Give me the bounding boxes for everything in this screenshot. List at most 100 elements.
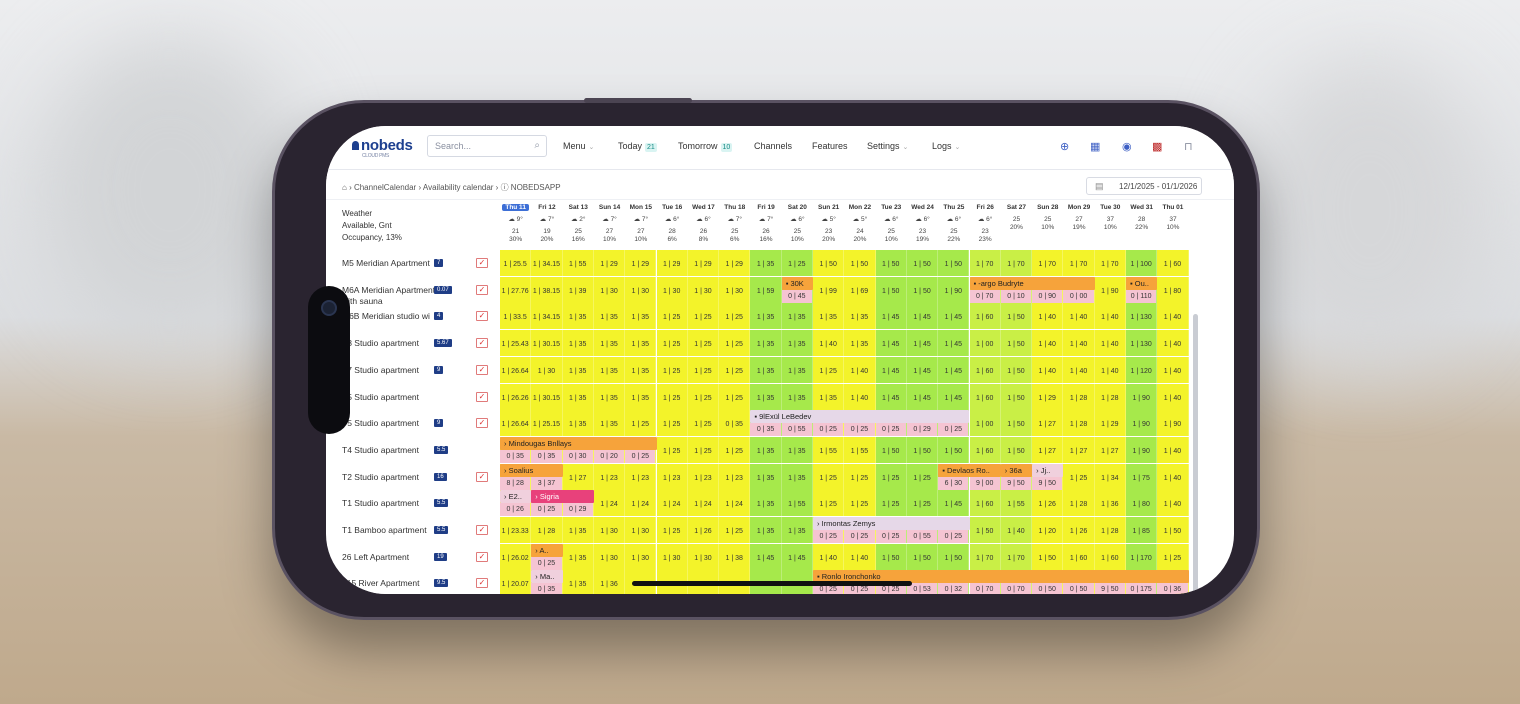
price-cell[interactable]: 1 | 25 <box>656 356 688 383</box>
price-cell[interactable]: 1 | 38 <box>719 543 751 570</box>
sync-checkbox[interactable]: ✓ <box>476 578 488 589</box>
price-cell[interactable]: 1 | 26 <box>1063 517 1095 543</box>
price-cell[interactable]: 1 | 28 <box>1094 383 1126 410</box>
price-cell[interactable]: 1 | 40 <box>1157 463 1189 490</box>
price-cell[interactable]: 1 | 23 <box>593 463 626 490</box>
price-cell[interactable]: 1 | 90 <box>1126 410 1158 437</box>
booking-bar[interactable]: › A.. <box>531 543 563 557</box>
price-cell[interactable]: 1 | 25 <box>656 383 688 410</box>
price-cell[interactable]: 1 | 25 <box>656 330 688 357</box>
price-cell[interactable]: 1 | 25 <box>719 356 751 383</box>
price-cell[interactable]: 1 | 25 <box>687 356 720 383</box>
price-cell[interactable]: 1 | 45 <box>906 330 939 357</box>
price-cell[interactable]: 1 | 25 <box>656 303 688 330</box>
price-cell[interactable]: 1 | 40 <box>1032 356 1064 383</box>
price-cell[interactable]: 1 | 40 <box>1032 303 1064 330</box>
flag-icon[interactable]: ▩ <box>1152 141 1163 153</box>
price-cell[interactable]: 1 | 40 <box>1157 490 1189 517</box>
price-cell[interactable]: 1 | 23 <box>656 463 688 490</box>
price-cell[interactable]: 1 | 50 <box>906 543 939 570</box>
booking-bar[interactable]: ▪ Ronlo Ironchonko <box>813 570 1189 584</box>
price-cell[interactable]: 1 | 50 <box>1000 436 1033 463</box>
booking-bar[interactable]: ▪ Devlaos Ro.. <box>938 463 1001 477</box>
price-cell[interactable]: 1 | 45 <box>938 490 970 517</box>
price-cell[interactable]: 1 | 35 <box>750 517 782 543</box>
crumb-channel-calendar[interactable]: ChannelCalendar <box>353 183 417 192</box>
price-cell[interactable]: 1 | 50 <box>875 436 907 463</box>
price-cell[interactable]: 1 | 90 <box>1126 436 1158 463</box>
price-cell[interactable]: 1 | 30 <box>625 517 657 543</box>
price-cell[interactable]: 1 | 60 <box>969 303 1001 330</box>
price-cell[interactable]: 1 | 35 <box>750 436 782 463</box>
price-cell[interactable]: 1 | 26 <box>1032 490 1064 517</box>
price-cell[interactable]: 1 | 35 <box>625 383 657 410</box>
price-cell[interactable]: 1 | 28 <box>1063 383 1095 410</box>
nav-logs[interactable]: Logs ⌄ <box>932 141 961 151</box>
price-cell[interactable]: 1 | 70 <box>1094 250 1126 276</box>
price-cell[interactable]: 1 | 27.76 <box>500 276 532 303</box>
calendar-user-icon[interactable]: ▦ <box>1090 141 1101 153</box>
price-cell[interactable]: 1 | 45 <box>875 383 907 410</box>
price-cell[interactable]: 1 | 35 <box>750 330 782 357</box>
sync-checkbox[interactable]: ✓ <box>476 338 488 349</box>
price-cell[interactable]: 1 | 29 <box>656 250 688 276</box>
price-cell[interactable]: 1 | 70 <box>1000 543 1033 570</box>
price-cell[interactable]: 1 | 70 <box>969 250 1001 276</box>
price-cell[interactable]: 1 | 35 <box>750 250 782 276</box>
price-cell[interactable]: 1 | 29 <box>719 250 751 276</box>
booking-bar[interactable]: › E2.. <box>500 490 532 504</box>
price-cell[interactable]: 1 | 28 <box>1063 490 1095 517</box>
price-cell[interactable]: 1 | 90 <box>1094 276 1126 303</box>
price-cell[interactable]: 1 | 45 <box>938 303 970 330</box>
price-cell[interactable]: 1 | 55 <box>1000 490 1033 517</box>
room-name[interactable]: 26 Left Apartment <box>342 551 410 562</box>
price-cell[interactable]: 1 | 20 <box>1032 517 1064 543</box>
price-cell[interactable]: 1 | 70 <box>1000 250 1033 276</box>
price-cell[interactable]: 1 | 35 <box>562 303 594 330</box>
price-cell[interactable]: 1 | 26 <box>687 517 720 543</box>
price-cell[interactable]: 1 | 50 <box>1157 517 1189 543</box>
price-cell[interactable]: 1 | 35 <box>625 330 657 357</box>
price-cell[interactable]: 1 | 25 <box>719 517 751 543</box>
price-cell[interactable]: 1 | 25 <box>781 250 813 276</box>
price-cell[interactable]: 1 | 45 <box>906 383 939 410</box>
price-cell[interactable]: 1 | 25 <box>813 356 845 383</box>
price-cell[interactable]: 1 | 55 <box>813 436 845 463</box>
room-name[interactable]: T8 Studio apartment <box>342 338 420 349</box>
price-cell[interactable]: 1 | 50 <box>844 250 876 276</box>
price-cell[interactable]: 1 | 50 <box>1000 410 1033 437</box>
price-cell[interactable]: 1 | 50 <box>813 250 845 276</box>
price-cell[interactable]: 1 | 60 <box>1063 543 1095 570</box>
price-cell[interactable]: 1 | 40 <box>1157 436 1189 463</box>
room-name[interactable]: M5 Meridian Apartment <box>342 258 430 268</box>
price-cell[interactable]: 1 | 35 <box>844 330 876 357</box>
crumb-availability[interactable]: Availability calendar <box>422 183 494 192</box>
price-cell[interactable]: 1 | 30 <box>625 543 657 570</box>
price-cell[interactable]: 1 | 29 <box>1094 410 1126 437</box>
booking-bar[interactable]: › Irmontas Zemys <box>813 517 970 530</box>
price-cell[interactable]: 1 | 26.64 <box>500 410 532 437</box>
price-cell[interactable]: 1 | 75 <box>1126 463 1158 490</box>
price-cell[interactable]: 1 | 40 <box>1094 303 1126 330</box>
price-cell[interactable]: 1 | 29 <box>1032 383 1064 410</box>
price-cell[interactable]: 1 | 70 <box>1063 250 1095 276</box>
price-cell[interactable]: 1 | 39 <box>562 276 594 303</box>
add-icon[interactable]: ⊕ <box>1060 141 1070 153</box>
price-cell[interactable]: 1 | 50 <box>938 250 970 276</box>
price-cell[interactable]: 1 | 25.15 <box>531 410 563 437</box>
room-name[interactable]: T1 Studio apartment <box>342 498 420 509</box>
booking-bar[interactable]: › 36a <box>1000 463 1033 477</box>
booking-bar[interactable]: › Sigria <box>531 490 594 504</box>
price-cell[interactable]: 1 | 27 <box>562 463 594 490</box>
price-cell[interactable]: 1 | 35 <box>813 383 845 410</box>
price-cell[interactable]: 1 | 30.15 <box>531 383 563 410</box>
nav-settings[interactable]: Settings ⌄ <box>867 141 909 151</box>
price-cell[interactable]: 1 | 60 <box>969 490 1001 517</box>
price-cell[interactable]: 1 | 36 <box>593 570 626 594</box>
price-cell[interactable]: 1 | 35 <box>562 383 594 410</box>
price-cell[interactable]: 1 | 24 <box>625 490 657 517</box>
price-cell[interactable]: 1 | 40 <box>1063 303 1095 330</box>
logo[interactable]: nobeds CLOUD PMS <box>352 137 413 159</box>
price-cell[interactable]: 1 | 38.15 <box>531 276 563 303</box>
price-cell[interactable]: 1 | 30 <box>656 276 688 303</box>
